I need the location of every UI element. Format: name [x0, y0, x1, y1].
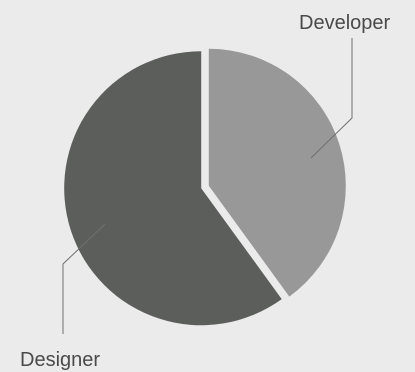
pie-slices — [64, 48, 346, 326]
pie-slice-designer — [64, 51, 282, 326]
leader-line-designer — [62, 223, 106, 334]
slice-label-developer: Developer — [299, 12, 391, 34]
leader-line-developer — [310, 38, 353, 159]
slice-label-designer: Designer — [20, 349, 100, 371]
pie-slice-developer — [208, 48, 346, 297]
pie-leader-lines — [62, 38, 353, 334]
pie-labels: Developer Designer — [20, 12, 391, 371]
